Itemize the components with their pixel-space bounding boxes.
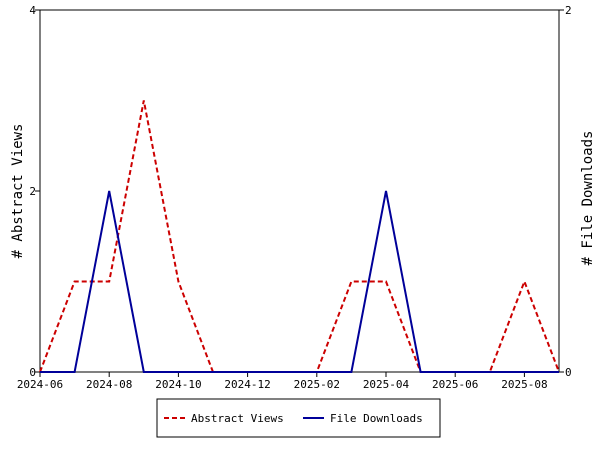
x-tick-label: 2024-08 [86,378,132,391]
legend: Abstract Views File Downloads [156,398,441,438]
x-tick-label: 2025-08 [501,378,547,391]
x-tick-label: 2024-12 [224,378,270,391]
y-right-tick-label: 2 [565,4,572,17]
x-tick-label: 2024-06 [17,378,63,391]
y-left-tick-label: 4 [29,4,36,17]
axis-tick-labels: 2024-06 2024-08 2024-10 2024-12 2025-02 2025-… [17,4,572,391]
y-right-axis-label: # File Downloads [580,131,596,266]
series-lines [39,100,560,373]
y-left-axis-label: # Abstract Views [10,124,26,259]
y-left-tick-label: 2 [29,185,36,198]
x-tick-label: 2024-10 [155,378,201,391]
x-tick-label: 2025-02 [294,378,340,391]
plot-area [39,9,560,373]
x-tick-label: 2025-04 [363,378,410,391]
x-tick-label: 2025-06 [432,378,478,391]
y-right-tick-label: 0 [565,366,572,379]
y-left-tick-label: 0 [29,366,36,379]
legend-label-file-downloads: File Downloads [330,412,423,425]
legend-box [156,398,441,438]
series-line-file-downloads [40,190,559,373]
legend-label-abstract-views: Abstract Views [191,412,284,425]
